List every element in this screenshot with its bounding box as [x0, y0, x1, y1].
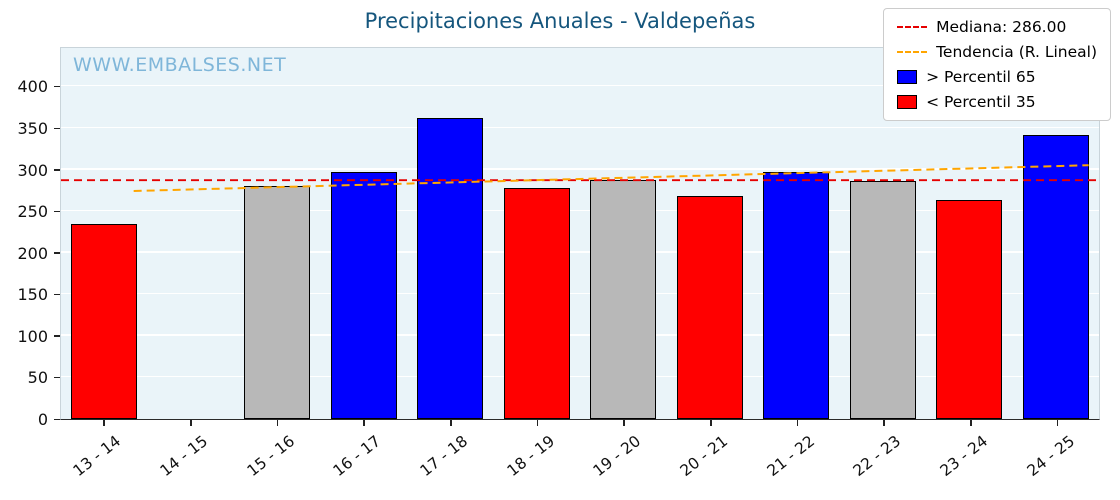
bar-slot [321, 48, 408, 419]
x-tick-label: 14 - 15 [156, 432, 212, 480]
x-tick-label: 17 - 18 [416, 432, 472, 480]
y-tick-label: 200 [17, 243, 48, 263]
gridline [61, 209, 1099, 212]
y-axis: 0 50 100 150 200 250 300 350 400 [0, 47, 60, 428]
bar-slot [580, 48, 667, 419]
gridline [61, 126, 1099, 128]
bar-slot [753, 48, 840, 419]
bar [936, 199, 1003, 419]
x-tick-mark [103, 420, 105, 426]
plot-area: WWW.EMBALSES.NET [60, 47, 1100, 420]
bar [763, 172, 830, 419]
bar [244, 186, 311, 419]
x-tick-mark [796, 420, 799, 426]
legend-label: < Percentil 35 [926, 93, 1036, 111]
y-tick-mark [54, 127, 60, 129]
x-tick-label: 22 - 23 [850, 432, 905, 480]
y-tick-mark [54, 335, 60, 337]
bar [849, 181, 916, 419]
bar-slot [61, 48, 148, 419]
y-tick-label: 400 [17, 77, 48, 97]
x-tick-mark [536, 420, 539, 426]
chart-title: Precipitaciones Anuales - Valdepeñas [364, 9, 756, 33]
bar [330, 172, 397, 419]
legend-label: > Percentil 65 [926, 68, 1036, 86]
x-tick-label: 19 - 20 [590, 432, 645, 480]
x-tick-label: 23 - 24 [936, 432, 992, 480]
bar-slot [667, 48, 754, 419]
y-tick-label: 300 [17, 160, 48, 180]
gridline [61, 334, 1099, 336]
x-tick-label: 20 - 21 [676, 432, 732, 480]
bar-slot [407, 48, 494, 419]
x-tick-label: 16 - 17 [330, 432, 385, 480]
y-tick-label: 150 [17, 285, 48, 305]
y-tick-mark [54, 85, 60, 88]
bar [71, 223, 138, 419]
y-tick-mark [54, 418, 60, 420]
bar-slot [148, 48, 235, 419]
y-tick-label: 350 [17, 119, 48, 138]
x-tick-label: 18 - 19 [503, 432, 558, 480]
legend: Mediana: 286.00 Tendencia (R. Lineal) > Pe… [883, 8, 1111, 121]
legend-item: Tendencia (R. Lineal) [897, 43, 1097, 61]
x-tick-mark [450, 420, 452, 426]
x-axis: 13 - 14 14 - 15 15 - 16 16 - 17 17 - 18 18 - … [60, 420, 1100, 495]
y-tick-label: 0 [37, 410, 48, 429]
watermark: WWW.EMBALSES.NET [73, 54, 287, 76]
legend-label: Tendencia (R. Lineal) [936, 43, 1097, 61]
y-tick-mark [54, 169, 60, 171]
bar-slot [926, 48, 1013, 419]
x-tick-mark [970, 420, 972, 426]
y-tick-mark [54, 376, 60, 379]
bar [590, 180, 657, 419]
y-tick-label: 50 [27, 368, 48, 388]
bar [503, 187, 570, 419]
legend-item: Mediana: 286.00 [897, 18, 1097, 36]
legend-dashed-line-key [897, 51, 928, 53]
y-tick-label: 100 [17, 326, 48, 346]
bar-slot [494, 48, 581, 419]
legend-label: Mediana: 286.00 [936, 18, 1067, 36]
bar [1022, 135, 1089, 419]
bar [676, 196, 743, 419]
x-tick-mark [623, 420, 625, 426]
legend-swatch [897, 70, 918, 84]
x-tick-mark [276, 420, 279, 426]
gridline [61, 84, 1099, 87]
x-tick-mark [1056, 420, 1059, 426]
y-tick-label: 250 [17, 202, 48, 222]
bar-slot [234, 48, 321, 419]
x-tick-label: 15 - 16 [243, 432, 298, 480]
bar-slot [840, 48, 927, 419]
x-tick-mark [710, 420, 712, 426]
y-tick-mark [54, 210, 60, 213]
gridline [61, 251, 1099, 253]
x-tick-label: 13 - 14 [70, 432, 125, 480]
y-tick-mark [54, 252, 60, 254]
bar [417, 118, 484, 419]
y-tick-mark [54, 293, 60, 296]
x-tick-label: 21 - 22 [763, 432, 818, 480]
x-tick-mark [190, 420, 192, 426]
x-tick-mark [883, 420, 885, 426]
legend-item: > Percentil 65 [897, 68, 1097, 86]
legend-item: < Percentil 35 [897, 93, 1097, 111]
gridline [61, 292, 1099, 295]
x-tick-mark [363, 420, 365, 426]
legend-swatch [897, 95, 918, 109]
x-tick-label: 24 - 25 [1023, 432, 1078, 480]
legend-dashed-line-key [897, 26, 928, 28]
gridline [61, 375, 1099, 378]
